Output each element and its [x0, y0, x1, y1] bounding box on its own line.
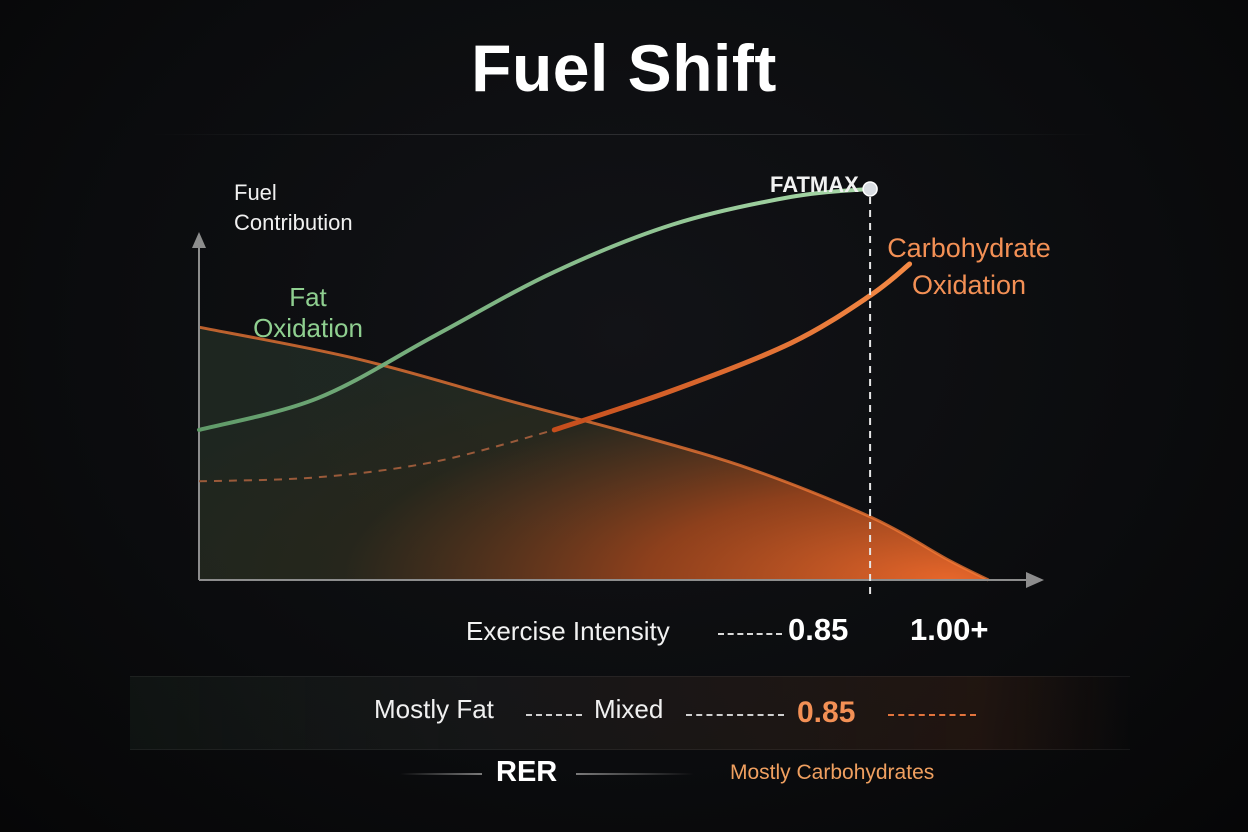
- title-divider: [150, 134, 1100, 135]
- page-title: Fuel Shift: [471, 31, 777, 105]
- rer-dash-carb: [888, 714, 976, 716]
- carbohydrate-oxidation-line: [551, 261, 913, 433]
- rer-dash: [686, 714, 784, 716]
- y-axis-arrow: [192, 232, 206, 248]
- x-axis-label: Exercise Intensity: [466, 616, 670, 646]
- x-axis-arrow: [1026, 572, 1044, 588]
- rer-mostly-fat: Mostly Fat: [374, 694, 494, 724]
- rer-title: RER: [496, 756, 558, 788]
- x-tick-label: 0.85: [788, 612, 849, 647]
- rer-divider-left: [400, 773, 482, 775]
- rer-value: 0.85: [797, 696, 856, 729]
- area-edge: [198, 325, 990, 582]
- carbohydrate-oxidation-line-dashed: [198, 428, 555, 483]
- area-fill: [199, 327, 989, 580]
- fatmax-label: FATMAX: [770, 172, 859, 197]
- x-tick-label: 1.00+: [910, 612, 989, 647]
- fatmax-point: [862, 181, 878, 197]
- carbohydrate-oxidation-label: Carbohydrate Oxidation: [887, 233, 1051, 300]
- rer-mostly-carbohydrates: Mostly Carbohydrates: [730, 761, 935, 784]
- x-axis-dash: [718, 633, 782, 635]
- rer-divider-right: [576, 773, 694, 775]
- fat-oxidation-label: Fat Oxidation: [253, 282, 363, 343]
- rer-mixed: Mixed: [594, 694, 664, 724]
- fat-oxidation-line: [197, 186, 873, 432]
- rer-band: [130, 676, 1130, 750]
- y-axis-label: Fuel Contribution: [234, 180, 353, 235]
- rer-dash: [526, 714, 582, 716]
